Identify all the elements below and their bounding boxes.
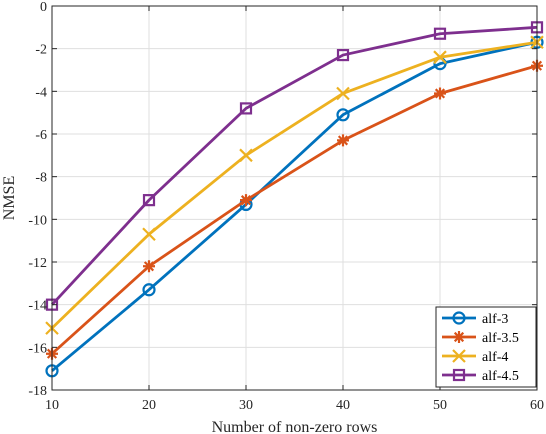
x-axis-label: Number of non-zero rows xyxy=(212,419,378,434)
x-tick-label: 10 xyxy=(45,398,59,413)
data-point-star xyxy=(434,87,446,100)
y-tick-label: -12 xyxy=(28,256,47,271)
legend-item-alf-4.5: alf-4.5 xyxy=(442,368,519,384)
data-point-x xyxy=(239,148,253,163)
series-layer xyxy=(45,21,544,378)
data-point-x xyxy=(142,227,156,242)
y-tick-label: -16 xyxy=(28,341,47,356)
x-tick-label: 20 xyxy=(142,398,156,413)
legend-item-alf-3: alf-3 xyxy=(442,311,508,327)
data-point-square xyxy=(452,368,466,382)
data-point-square xyxy=(336,48,350,62)
y-tick-label: -6 xyxy=(35,128,47,143)
y-axis-label: NMSE xyxy=(1,176,18,220)
data-point-square xyxy=(433,27,447,40)
y-tick-label: -14 xyxy=(28,299,47,314)
y-tick-label: -4 xyxy=(35,85,47,100)
series-line xyxy=(51,64,538,355)
data-point-star xyxy=(143,260,155,273)
series-line xyxy=(51,40,538,372)
data-point-circle xyxy=(452,311,466,325)
y-tick-label: -8 xyxy=(35,171,47,186)
series-line xyxy=(50,25,538,306)
data-point-circle xyxy=(142,283,156,297)
axis-ticks: 10 20 30 40 50 60 0 -2 -4 -6 -8 -10 -12 -14 -16 -18 xyxy=(28,0,544,413)
legend: alf-3 alf-3.5 alf-4 alf-4.5 xyxy=(435,306,537,388)
y-tick-label: -18 xyxy=(28,384,47,399)
data-point-x xyxy=(336,86,350,101)
y-tick-label: 0 xyxy=(40,0,47,15)
data-point-x xyxy=(452,349,466,363)
data-point-circle xyxy=(336,108,350,122)
x-tick-label: 60 xyxy=(530,398,544,413)
y-tick-label: -2 xyxy=(35,43,47,58)
legend-item-alf-4: alf-4 xyxy=(442,349,508,365)
x-tick-label: 30 xyxy=(239,398,253,413)
grid-lines xyxy=(51,5,538,391)
data-point-star xyxy=(453,331,465,343)
y-tick-label: -10 xyxy=(28,213,47,228)
data-point-star xyxy=(337,134,349,147)
legend-item-alf-3.5: alf-3.5 xyxy=(442,331,519,346)
series-line xyxy=(51,40,538,330)
data-point-square xyxy=(239,102,253,115)
legend-label: alf-4 xyxy=(482,350,508,365)
data-point-star xyxy=(240,194,252,207)
legend-label: alf-4.5 xyxy=(482,369,519,384)
legend-label: alf-3 xyxy=(482,312,508,327)
x-tick-label: 50 xyxy=(433,398,447,413)
plot-area-frame xyxy=(51,5,538,391)
data-point-square xyxy=(142,194,156,207)
legend-label: alf-3.5 xyxy=(482,331,519,346)
x-tick-label: 40 xyxy=(336,398,350,413)
data-point-x xyxy=(433,50,447,64)
